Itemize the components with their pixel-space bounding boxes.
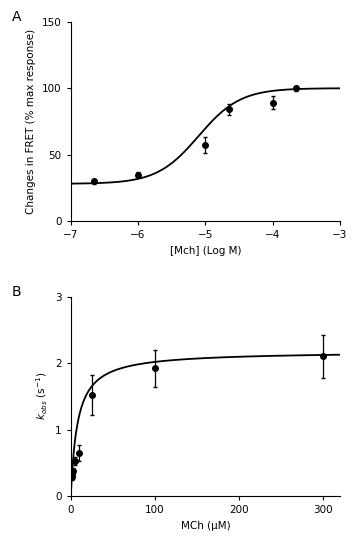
X-axis label: MCh (μM): MCh (μM) (181, 520, 230, 530)
Y-axis label: Changes in FRET (% max response): Changes in FRET (% max response) (27, 29, 36, 214)
Text: A: A (12, 10, 21, 24)
X-axis label: [Mch] (Log M): [Mch] (Log M) (170, 246, 241, 256)
Text: B: B (12, 285, 21, 299)
Y-axis label: $k_{obs}$ (s$^{-1}$): $k_{obs}$ (s$^{-1}$) (34, 372, 50, 420)
